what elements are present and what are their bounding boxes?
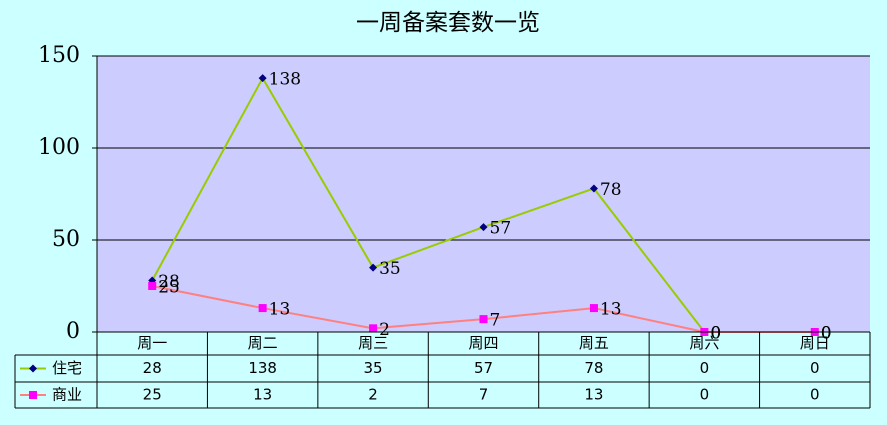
data-label: 7 [490, 311, 501, 331]
plot-area [97, 56, 870, 332]
x-tick-label: 周二 [248, 334, 278, 352]
legend-label: 商业 [52, 386, 82, 404]
table-value: 2 [368, 386, 378, 404]
data-label: 78 [600, 180, 622, 200]
table-value: 28 [143, 359, 162, 377]
data-label: 35 [379, 259, 401, 279]
table-value: 57 [474, 359, 493, 377]
x-tick-label: 周五 [579, 334, 609, 352]
y-tick-label: 100 [38, 135, 80, 160]
data-label: 0 [821, 324, 832, 344]
data-label: 13 [269, 300, 291, 320]
data-label: 13 [600, 300, 622, 320]
chart-title: 一周备案套数一览 [356, 10, 540, 36]
table-value: 13 [253, 386, 272, 404]
data-point [258, 304, 267, 313]
data-label: 2 [379, 320, 390, 340]
table-value: 78 [584, 359, 603, 377]
table-value: 25 [143, 386, 162, 404]
x-tick-label: 周日 [800, 334, 830, 352]
data-point [479, 223, 488, 232]
table-value: 7 [479, 386, 489, 404]
table-value: 0 [810, 386, 820, 404]
data-point [258, 74, 267, 83]
table-value: 35 [364, 359, 383, 377]
data-point [148, 282, 157, 290]
data-point [479, 315, 488, 324]
data-label: 138 [269, 70, 301, 90]
legend-marker [29, 391, 37, 399]
y-tick-label: 0 [66, 319, 80, 344]
data-point [589, 304, 598, 313]
x-tick-label: 周四 [468, 334, 498, 352]
x-tick-label: 周一 [137, 334, 167, 352]
x-tick-label: 周三 [358, 334, 388, 352]
table-value: 13 [584, 386, 603, 404]
data-label: 57 [490, 219, 512, 239]
y-tick-label: 150 [38, 43, 80, 68]
data-point [589, 184, 598, 193]
data-point [369, 324, 378, 333]
data-label: 0 [821, 324, 832, 344]
data-label: 28 [158, 272, 180, 292]
y-tick-label: 50 [52, 227, 80, 252]
data-label: 0 [710, 324, 721, 344]
x-tick-label: 周六 [689, 334, 719, 352]
legend-marker [29, 364, 37, 373]
legend-label: 住宅 [52, 359, 82, 377]
data-point [369, 263, 378, 272]
table-value: 0 [700, 359, 710, 377]
table-value: 138 [248, 359, 277, 377]
data-label: 0 [710, 324, 721, 344]
data-label: 25 [158, 278, 180, 298]
table-value: 0 [700, 386, 710, 404]
table-value: 0 [810, 359, 820, 377]
